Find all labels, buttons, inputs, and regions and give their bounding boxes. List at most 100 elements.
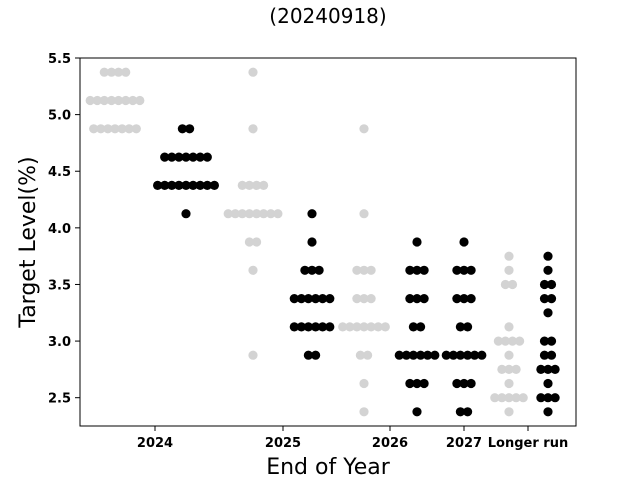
y-tick-label: 5.0 (48, 109, 71, 124)
dot-older (518, 393, 528, 403)
dot-older (504, 251, 514, 261)
dot-current (405, 294, 415, 304)
dot-older (92, 95, 102, 106)
dot-current (550, 364, 560, 374)
dot-current (419, 378, 429, 389)
dot-current (296, 322, 306, 332)
dot-current (202, 152, 212, 162)
dot-current (539, 336, 550, 346)
dot-current (452, 378, 462, 389)
dot-current (463, 350, 473, 360)
dot-older (99, 67, 109, 77)
dot-current (543, 251, 553, 261)
dot-older (355, 350, 365, 360)
dot-older (497, 364, 507, 374)
dot-current (546, 336, 557, 346)
dot-current (408, 322, 418, 332)
dot-current (543, 265, 553, 275)
dot-current (160, 180, 170, 190)
y-tick-label: 3.0 (48, 335, 71, 350)
x-axis-label: End of Year (266, 455, 391, 480)
dot-current (307, 209, 317, 219)
dot-current (303, 350, 313, 360)
y-axis-label: Target Level(%) (16, 156, 41, 328)
dot-older (507, 279, 518, 290)
dot-current (455, 322, 465, 332)
dot-current (296, 294, 306, 304)
dot-current (153, 180, 163, 190)
dot-older (110, 124, 120, 134)
dot-older (490, 393, 500, 403)
dot-current (455, 350, 465, 360)
dot-older (504, 350, 514, 360)
dot-older (244, 209, 254, 219)
dot-older (338, 322, 348, 332)
dot-older (497, 393, 507, 403)
dot-older (89, 124, 99, 134)
x-axis: 2024 2025 2026 2027 Longer run (137, 426, 568, 451)
dot-current (441, 350, 451, 360)
dot-current (181, 180, 191, 190)
dot-older (359, 378, 369, 389)
dot-current (539, 279, 550, 290)
dot-older (113, 67, 124, 77)
dot-older (237, 209, 247, 219)
dot-older (252, 209, 262, 219)
dot-older (259, 180, 269, 190)
dot-older (266, 209, 276, 219)
dot-older (500, 336, 510, 346)
dot-current (318, 294, 328, 304)
dot-current (314, 265, 324, 275)
dot-older (96, 124, 106, 134)
dot-older (248, 265, 258, 275)
dot-current (416, 322, 426, 332)
dot-older (359, 294, 369, 304)
dot-current (459, 294, 469, 304)
dot-current (412, 407, 422, 417)
dot-current (405, 378, 415, 389)
dot-older (124, 124, 134, 134)
dot-current (466, 294, 476, 304)
dot-current (181, 152, 191, 162)
dot-current (546, 294, 557, 304)
dot-older (380, 322, 390, 332)
y-tick-label: 2.5 (48, 392, 71, 407)
dot-current (419, 265, 429, 275)
dot-older (248, 124, 258, 134)
x-tick-label: Longer run (488, 436, 568, 451)
dot-current (177, 124, 187, 134)
dot-older (237, 180, 247, 190)
dot-older (366, 322, 376, 332)
dot-older (259, 209, 269, 219)
chart-subtitle: (20240918) (269, 4, 386, 28)
dot-older (504, 393, 514, 403)
dot-current (477, 350, 487, 360)
dot-older (248, 350, 258, 360)
x-tick-label: 2026 (372, 436, 408, 451)
dot-older (99, 95, 109, 106)
dot-older (113, 95, 124, 106)
y-tick-label: 4.5 (48, 165, 71, 180)
dot-current (405, 265, 415, 275)
dot-older (244, 180, 254, 190)
dot-older (504, 378, 514, 389)
dot-older (366, 294, 376, 304)
dot-older (121, 95, 131, 106)
dot-older (504, 407, 514, 417)
dot-current (318, 322, 328, 332)
dot-older (500, 279, 510, 290)
dot-older (359, 124, 369, 134)
x-tick-label: 2024 (137, 436, 173, 451)
dot-current (174, 180, 184, 190)
dot-older (85, 95, 95, 106)
dot-current (307, 237, 317, 247)
dot-current (311, 322, 321, 332)
dot-older (128, 95, 138, 106)
dot-current (325, 294, 335, 304)
dot-current (543, 364, 553, 374)
dot-current (459, 378, 469, 389)
y-axis: 2.5 3.0 3.5 4.0 4.5 5.0 5.5 (48, 52, 80, 407)
dot-older (515, 336, 525, 346)
dot-current (423, 350, 433, 360)
dot-current (452, 265, 462, 275)
